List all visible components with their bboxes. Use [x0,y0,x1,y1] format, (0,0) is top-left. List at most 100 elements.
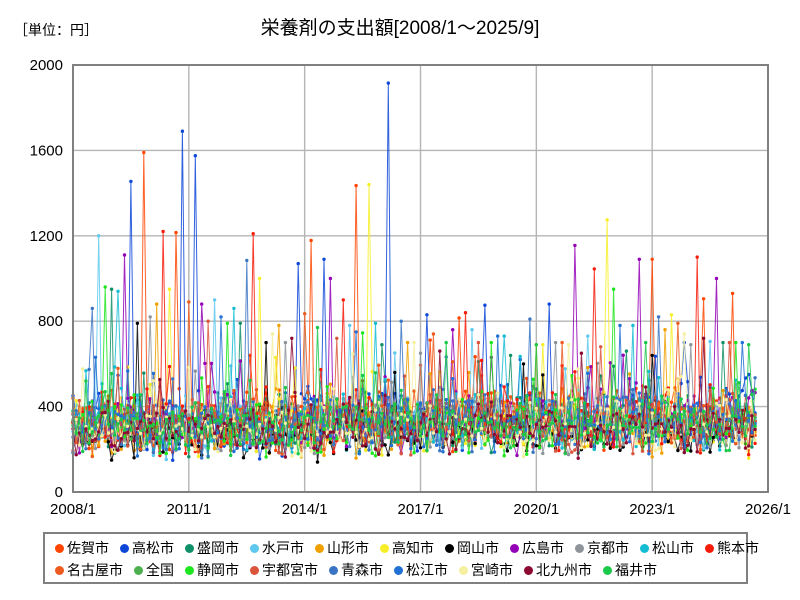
data-point [515,397,519,402]
data-point [367,417,371,422]
legend-item-高知市[interactable]: 高知市 [380,540,434,556]
legend-item-盛岡市[interactable]: 盛岡市 [185,540,239,556]
data-point [502,445,506,450]
data-point [737,420,741,424]
data-point [621,443,625,447]
data-point [415,439,419,443]
data-point [737,446,741,450]
data-point [328,434,333,438]
data-point [566,410,571,414]
data-point [627,431,632,435]
data-point [602,430,606,434]
data-point [627,421,632,425]
data-point [241,427,246,432]
data-point [425,401,429,405]
data-point [489,340,493,345]
legend-item-名古屋市[interactable]: 名古屋市 [55,562,123,578]
legend-item-宮崎市[interactable]: 宮崎市 [459,562,513,578]
data-point [309,415,313,419]
legend-marker-icon [329,565,338,575]
data-point [225,416,230,421]
data-point [161,446,165,450]
legend-marker-icon [315,543,324,553]
legend-item-松山市[interactable]: 松山市 [640,540,694,556]
data-point [679,446,683,451]
data-point [193,434,197,439]
data-point [303,436,307,441]
data-point [251,440,255,445]
legend-marker-icon [250,565,259,575]
data-point [97,443,101,447]
data-point [608,422,612,427]
legend-marker-icon [705,543,714,553]
legend-item-岡山市[interactable]: 岡山市 [445,540,499,556]
legend-item-松江市[interactable]: 松江市 [394,562,448,578]
data-point [557,415,561,420]
legend-item-高松市[interactable]: 高松市 [120,540,174,556]
data-point [582,401,587,405]
legend-label: 熊本市 [717,540,759,556]
data-point [618,448,622,452]
data-point [695,255,699,259]
legend-item-水戸市[interactable]: 水戸市 [250,540,304,556]
data-point [431,414,436,419]
data-point [196,454,201,459]
data-point [74,431,78,435]
data-point [257,441,262,445]
y-axis-tick-label: 800 [38,313,63,330]
legend-item-佐賀市[interactable]: 佐賀市 [55,540,109,556]
legend-item-福井市[interactable]: 福井市 [603,562,657,578]
data-point [109,371,114,376]
page-title: 栄養剤の支出額[2008/1〜2025/9] [260,18,540,39]
data-point [473,441,477,446]
data-point [348,323,352,328]
data-point [518,416,522,420]
data-point [167,287,172,291]
data-point [512,444,516,448]
x-axis-tick-label: 2026/1 [745,501,791,518]
legend-item-宇都宮市[interactable]: 宇都宮市 [250,562,318,578]
data-point [245,413,249,418]
data-point [164,447,168,452]
data-point [364,442,368,447]
data-point [586,371,590,375]
legend-item-熊本市[interactable]: 熊本市 [705,540,759,556]
legend-item-広島市[interactable]: 広島市 [510,540,564,556]
data-point [270,438,275,442]
data-point [306,391,310,395]
data-point [412,426,416,430]
data-point [145,387,149,391]
data-point [203,405,207,409]
data-point [692,427,696,432]
data-point [528,415,532,419]
legend-item-山形市[interactable]: 山形市 [315,540,369,556]
x-axis-tick-label: 2017/1 [398,501,444,518]
data-point [360,373,365,378]
legend-row: 名古屋市 全国 静岡市 宇都宮市 青森市 松江市 宮崎市 北九州市 福井市 [45,559,746,581]
data-point [611,364,616,368]
legend-item-全国[interactable]: 全国 [134,562,174,578]
data-point [296,404,300,408]
data-point [479,358,484,363]
data-point [563,425,567,429]
legend-item-京都市[interactable]: 京都市 [575,540,629,556]
legend-item-青森市[interactable]: 青森市 [329,562,383,578]
legend-item-北九州市[interactable]: 北九州市 [524,562,592,578]
data-point [711,411,715,415]
data-point [701,409,706,414]
data-point [132,439,136,443]
data-point [647,405,651,409]
data-point [280,399,284,404]
data-point [167,447,172,452]
data-point [148,397,152,401]
data-point [467,399,471,403]
data-point [235,433,239,438]
data-point [84,447,88,451]
data-point [206,425,210,429]
data-point [138,419,143,424]
data-point [331,387,336,391]
data-point [203,425,207,430]
legend-label: 青森市 [341,562,383,578]
data-point [380,411,384,415]
legend-item-静岡市[interactable]: 静岡市 [185,562,239,578]
